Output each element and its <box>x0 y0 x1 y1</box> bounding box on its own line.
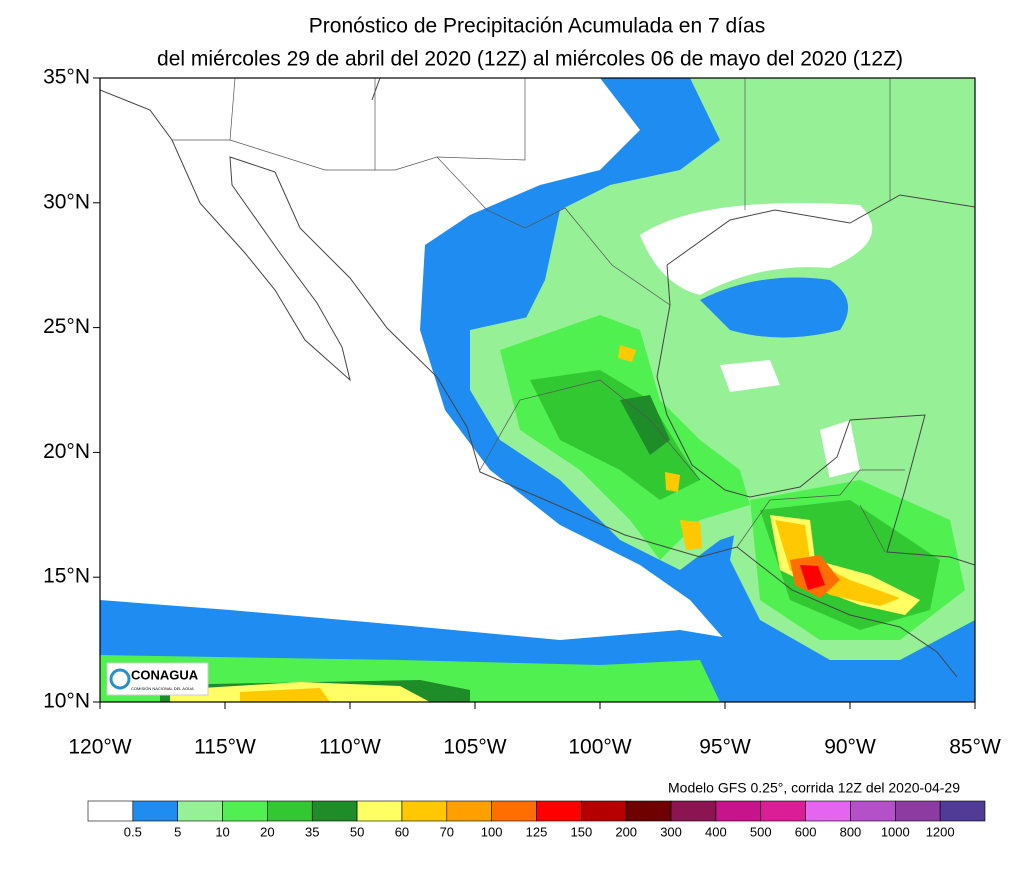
lat-label: 20°N <box>43 440 90 463</box>
colorbar-label: 70 <box>440 824 454 839</box>
lat-label: 25°N <box>43 315 90 338</box>
colorbar-box <box>177 800 223 822</box>
colorbar-label: 125 <box>526 824 548 839</box>
map: CONAGUA COMISIÓN NACIONAL DEL AGUA <box>99 77 976 703</box>
lon-label: 115°W <box>194 736 256 759</box>
colorbar-label: 1200 <box>926 824 955 839</box>
colorbar-label: 150 <box>570 824 592 839</box>
colorbar-box <box>625 800 672 822</box>
colorbar-label: 0.5 <box>124 824 142 839</box>
lat-label: 30°N <box>43 190 90 213</box>
colorbar-box <box>894 800 941 822</box>
colorbar-box <box>850 800 896 822</box>
colorbar-label: 400 <box>705 824 727 839</box>
lon-label: 100°W <box>568 736 631 759</box>
colorbar-box <box>132 800 179 822</box>
lon-label: 85°W <box>949 736 1001 759</box>
logo: CONAGUA COMISIÓN NACIONAL DEL AGUA <box>106 662 209 696</box>
colorbar-box <box>939 800 986 822</box>
colorbar-label: 1000 <box>881 824 910 839</box>
lon-label: 110°W <box>319 736 381 759</box>
lon-label: 105°W <box>443 736 506 759</box>
map-frame <box>99 77 976 703</box>
lon-label: 120°W <box>68 736 131 759</box>
lat-label: 35°N <box>43 66 90 89</box>
colorbar-label: 600 <box>795 824 817 839</box>
colorbar-box <box>760 800 806 822</box>
colorbar-box <box>491 800 537 822</box>
colorbar-box <box>87 800 134 822</box>
colorbar-box <box>401 800 448 822</box>
colorbar-label: 200 <box>615 824 637 839</box>
title-line: del miércoles 29 de abril del 2020 (12Z)… <box>157 48 903 71</box>
lat-label: 15°N <box>43 565 90 588</box>
colorbar-box <box>715 800 762 822</box>
colorbar-box <box>356 800 403 822</box>
colorbar-label: 20 <box>260 824 274 839</box>
colorbar-box <box>581 800 627 822</box>
colorbar-box <box>267 800 313 822</box>
colorbar-box <box>446 800 492 822</box>
colorbar-label: 35 <box>305 824 319 839</box>
title-line: Pronóstico de Precipitación Acumulada en… <box>309 15 765 38</box>
colorbar-label: 300 <box>660 824 682 839</box>
colorbar-label: 800 <box>840 824 862 839</box>
colorbar-box <box>670 800 717 822</box>
colorbar-box <box>536 800 582 822</box>
colorbar-label: 50 <box>350 824 364 839</box>
colorbar-box <box>311 800 358 822</box>
lat-label: 10°N <box>43 690 90 713</box>
logo-name: CONAGUA <box>131 667 199 682</box>
colorbar-label: 5 <box>174 824 181 839</box>
colorbar-label: 100 <box>481 824 503 839</box>
colorbar-box <box>805 800 851 822</box>
colorbar-label: 500 <box>750 824 772 839</box>
lon-label: 95°W <box>699 736 751 759</box>
colorbar-label: 60 <box>395 824 409 839</box>
colorbar-label: 10 <box>215 824 229 839</box>
model-note: Modelo GFS 0.25°, corrida 12Z del 2020-0… <box>668 780 960 796</box>
lon-label: 90°W <box>824 736 876 759</box>
logo-subtitle: COMISIÓN NACIONAL DEL AGUA <box>131 686 194 691</box>
colorbar-box <box>222 800 268 822</box>
